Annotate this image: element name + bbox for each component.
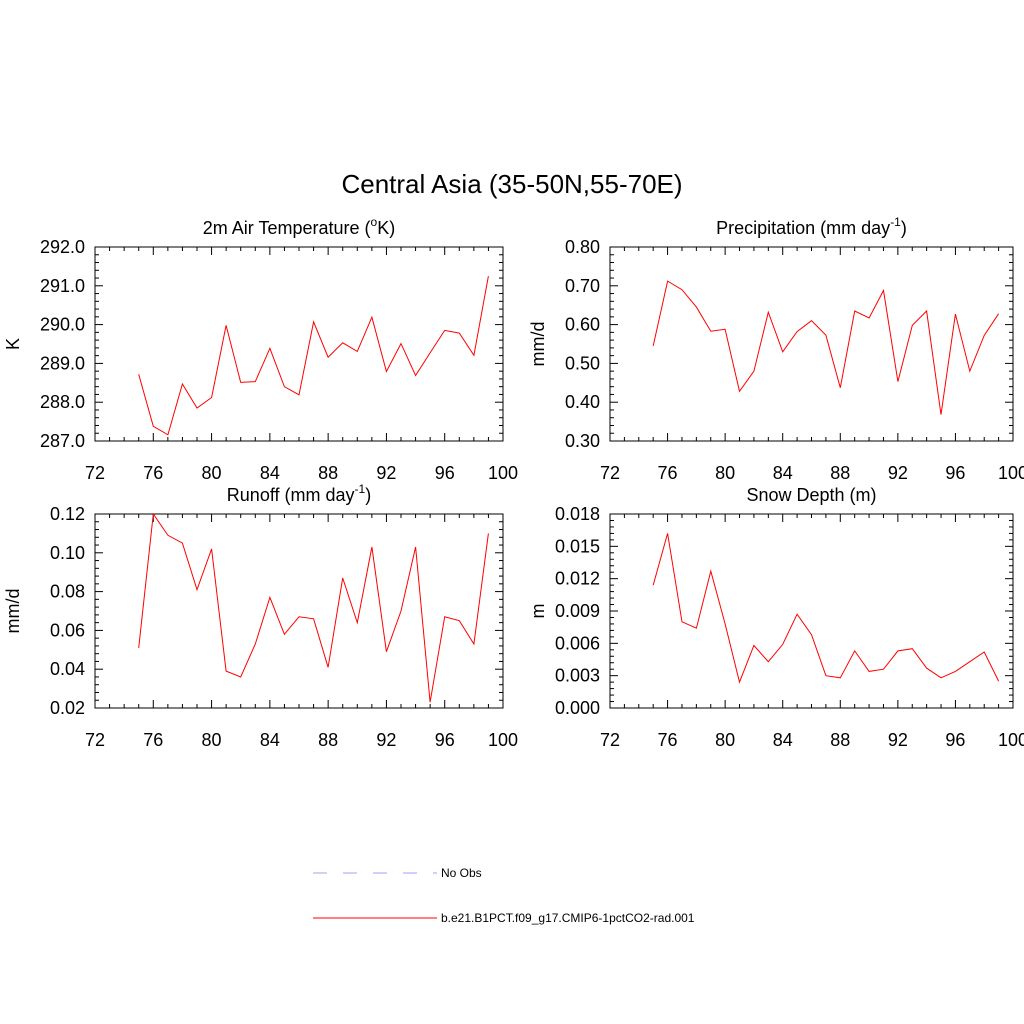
y-axis-label: m [528,604,548,619]
y-tick-label: 0.003 [555,666,600,686]
panel-title-sup: o [371,215,378,229]
panel-title: Precipitation (mm day-1) [716,215,907,238]
panel-3: 72 76 80 84 88 92 96 100 0.000 0.003 0.006 0.009 0.0… [528,485,1024,750]
x-tick-label: 72 [85,730,105,750]
x-tick-label: 72 [85,463,105,483]
panel-title: Snow Depth (m) [746,485,876,505]
series-line [652,280,1000,415]
x-tick-label: 92 [888,463,908,483]
x-tick-label: 96 [945,463,965,483]
y-tick-label: 0.12 [50,504,85,524]
panel-title-sup: -1 [355,482,366,496]
panel-title-main: Runoff (mm day [227,485,355,505]
x-tick-label: 84 [260,463,280,483]
y-tick-label: 0.60 [565,315,600,335]
x-tick-label: 88 [830,463,850,483]
y-tick-label: 0.50 [565,353,600,373]
y-tick-label: 291.0 [40,276,85,296]
x-tick-label: 92 [376,730,396,750]
x-tick-label: 88 [830,730,850,750]
legend-obs-label: No Obs [441,866,482,880]
panel-title-main: Snow Depth (m) [746,485,876,505]
x-tick-label: 84 [260,730,280,750]
plot-frame [609,513,1014,709]
series-line [652,533,1000,684]
x-tick-label: 72 [600,730,620,750]
y-tick-label: 290.0 [40,315,85,335]
panel-title-tail: ) [365,485,371,505]
series-line [138,512,489,703]
y-tick-label: 0.80 [565,237,600,257]
y-tick-label: 0.012 [555,569,600,589]
y-tick-label: 0.009 [555,601,600,621]
x-tick-label: 88 [318,730,338,750]
x-tick-label: 84 [773,463,793,483]
y-axis-label: mm/d [3,589,23,634]
x-tick-label: 92 [888,730,908,750]
y-tick-label: 0.02 [50,698,85,718]
panels: 72 76 80 84 88 92 96 100 287.0 288.0 289.0 290.0 291… [3,215,1024,750]
panel-title-sup: -1 [890,215,901,229]
panel-title: Runoff (mm day-1) [227,482,371,505]
x-tick-label: 96 [945,730,965,750]
y-axis-label: K [3,338,23,350]
x-tick-label: 80 [715,730,735,750]
panel-title: 2m Air Temperature (oK) [203,215,395,238]
panel-title-main: Precipitation (mm day [716,218,890,238]
y-tick-label: 0.018 [555,504,600,524]
panel-1: 72 76 80 84 88 92 96 100 0.30 0.40 0.50 0.60 0.70 0.8… [528,215,1024,483]
panel-0: 72 76 80 84 88 92 96 100 287.0 288.0 289.0 290.0 291… [3,215,518,483]
x-tick-label: 76 [143,463,163,483]
legend-model-label: b.e21.B1PCT.f09_g17.CMIP6-1pctCO2-rad.00… [441,911,695,925]
panel-title-tail: K) [377,218,395,238]
x-tick-label: 80 [202,463,222,483]
plot-frame [609,246,1014,442]
y-tick-label: 287.0 [40,431,85,451]
x-tick-label: 72 [600,463,620,483]
y-tick-label: 0.015 [555,536,600,556]
panel-2: 72 76 80 84 88 92 96 100 0.02 0.04 0.06 0.08 0.10 0.1… [3,482,518,750]
y-tick-label: 0.30 [565,431,600,451]
figure-title: Central Asia (35-50N,55-70E) [341,169,682,199]
x-tick-label: 80 [715,463,735,483]
y-tick-label: 0.000 [555,698,600,718]
series-line [138,276,489,436]
x-tick-label: 80 [202,730,222,750]
x-tick-label: 76 [658,730,678,750]
x-tick-label: 100 [998,463,1024,483]
x-tick-label: 76 [143,730,163,750]
y-tick-label: 289.0 [40,353,85,373]
y-tick-label: 0.006 [555,633,600,653]
y-tick-label: 0.08 [50,582,85,602]
y-tick-label: 292.0 [40,237,85,257]
x-tick-label: 76 [658,463,678,483]
plot-frame [94,246,504,442]
y-tick-label: 0.70 [565,276,600,296]
legend: No Obs b.e21.B1PCT.f09_g17.CMIP6-1pctCO2… [313,866,695,925]
y-tick-label: 288.0 [40,392,85,412]
y-tick-label: 0.40 [565,392,600,412]
y-tick-label: 0.06 [50,620,85,640]
x-tick-label: 100 [998,730,1024,750]
plot-frame [94,513,504,709]
x-tick-label: 88 [318,463,338,483]
y-tick-label: 0.10 [50,543,85,563]
panel-title-main: 2m Air Temperature ( [203,218,371,238]
x-tick-label: 92 [376,463,396,483]
x-tick-label: 96 [435,730,455,750]
x-tick-label: 100 [488,730,518,750]
x-tick-label: 84 [773,730,793,750]
y-axis-label: mm/d [528,322,548,367]
x-tick-label: 100 [488,463,518,483]
panel-title-tail: ) [901,218,907,238]
x-tick-label: 96 [435,463,455,483]
y-tick-label: 0.04 [50,659,85,679]
